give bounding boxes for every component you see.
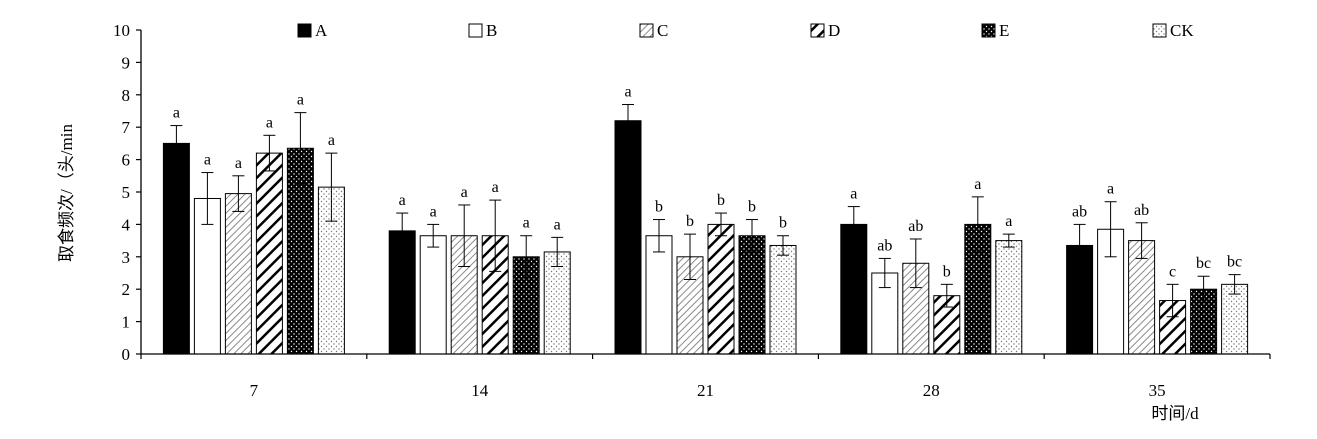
x-tick-label: 28 [923,381,940,400]
x-tick-label: 21 [697,381,714,400]
significance-label: a [974,176,981,193]
bar-a-21 [614,120,642,355]
y-tick-label: 9 [122,53,131,72]
bar-a-14 [388,230,416,355]
bar-c-7 [224,193,252,355]
y-axis-label: 取食频次/（头/min [57,124,76,262]
significance-label: bc [1196,255,1211,272]
y-tick-label: 0 [122,345,131,364]
significance-label: a [173,105,180,122]
significance-label: a [328,132,335,149]
bar-e-21 [738,235,766,355]
significance-label: b [686,213,694,230]
significance-label: a [554,216,561,233]
legend-label-d: D [828,21,840,40]
significance-label: b [943,263,951,280]
legend-label-a: A [315,21,328,40]
significance-label: a [399,192,406,209]
bar-b-14 [419,235,447,355]
x-axis-label: 时间/d [1151,404,1199,423]
x-tick-label: 14 [471,381,489,400]
significance-label: a [204,152,211,169]
bar-ck-21 [769,244,797,355]
significance-label: a [850,186,857,203]
legend-swatch-b [468,23,483,38]
significance-label: a [492,179,499,196]
significance-label: a [1107,181,1114,198]
significance-label: ab [877,237,892,254]
legend-swatch-d [810,23,825,38]
legend-swatch-c [639,23,654,38]
bar-a-28 [840,223,868,355]
significance-label: ab [1134,202,1149,219]
significance-label: ab [1072,203,1087,220]
significance-label: a [523,215,530,232]
significance-label: a [461,184,468,201]
significance-label: b [717,192,725,209]
x-tick-label: 35 [1149,381,1166,400]
significance-label: a [430,203,437,220]
bar-ck-35 [1221,283,1249,355]
significance-label: b [779,215,787,232]
y-tick-label: 6 [122,151,131,170]
y-axis-label-group: 取食频次/（头/min [57,124,76,262]
legend-swatch-a [297,23,312,38]
bar-d-7 [255,152,283,355]
y-tick-label: 8 [122,86,131,105]
legend-swatch-ck [1152,23,1167,38]
legend-label-c: C [657,21,668,40]
y-tick-label: 3 [122,248,131,267]
y-tick-label: 5 [122,183,131,202]
significance-label: b [748,199,756,216]
significance-label: a [297,92,304,109]
bar-ck-14 [543,251,571,355]
significance-label: a [235,155,242,172]
significance-label: a [1005,213,1012,230]
significance-label: a [624,84,631,101]
significance-label: b [655,199,663,216]
legend-label-b: B [486,21,497,40]
legend-swatch-e [981,23,996,38]
legend-label-e: E [999,21,1009,40]
y-tick-label: 4 [122,215,131,234]
legend-label-ck: CK [1170,21,1194,40]
significance-label: ab [908,218,923,235]
y-tick-label: 10 [113,21,130,40]
significance-label: c [1169,263,1176,280]
bar-ck-28 [995,240,1023,355]
significance-label: a [266,114,273,131]
bar-d-21 [707,223,735,355]
y-tick-label: 1 [122,313,131,332]
x-tick-label: 7 [250,381,259,400]
significance-label: bc [1227,254,1242,271]
bar-b-21 [645,235,673,355]
y-tick-label: 2 [122,280,131,299]
bar-a-7 [162,142,190,355]
y-tick-label: 7 [122,118,131,137]
